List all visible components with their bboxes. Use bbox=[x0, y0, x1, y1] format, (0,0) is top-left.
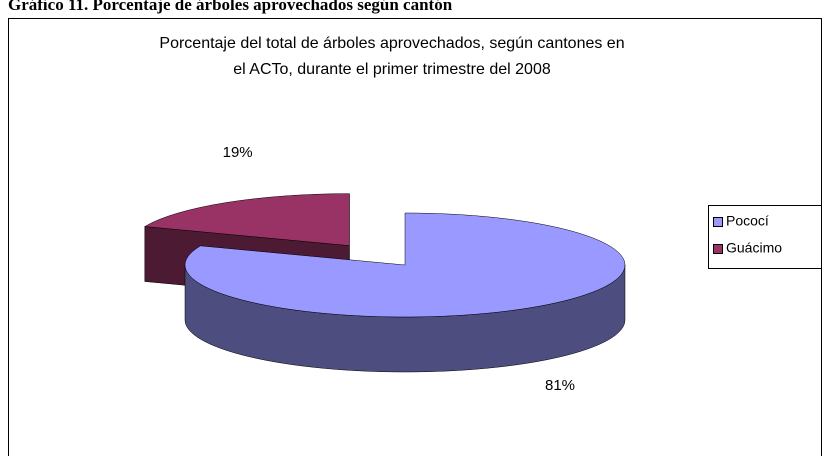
heading: Gráfico 11. Porcentaje de árboles aprove… bbox=[8, 0, 453, 14]
legend-label: Guácimo bbox=[726, 240, 782, 256]
legend-swatch bbox=[713, 217, 723, 227]
chart-title: Porcentaje del total de árboles aprovech… bbox=[159, 35, 624, 52]
data-label: 19% bbox=[223, 144, 253, 161]
data-label: 81% bbox=[545, 377, 575, 394]
chart-title: el ACTo, durante el primer trimestre del… bbox=[233, 61, 551, 78]
legend-label: Pococí bbox=[726, 213, 769, 229]
slice bbox=[184, 212, 626, 318]
legend-box bbox=[708, 205, 822, 269]
legend-swatch bbox=[713, 244, 723, 254]
slice bbox=[144, 193, 350, 246]
